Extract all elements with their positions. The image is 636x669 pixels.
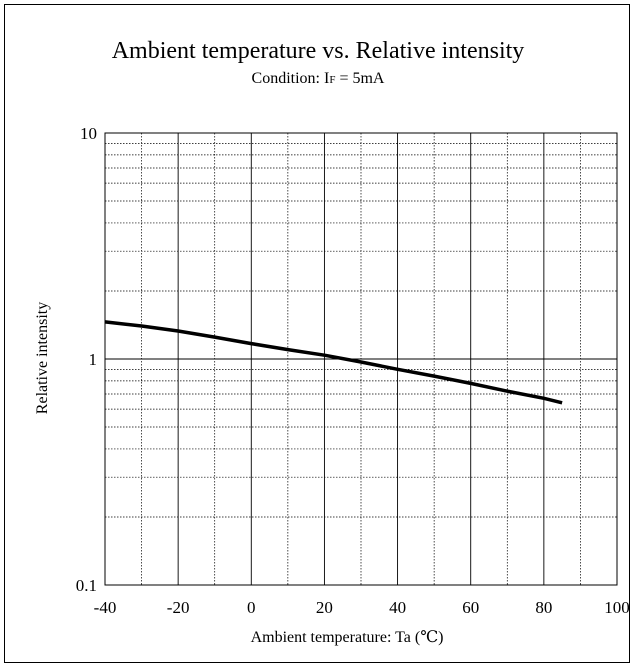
x-tick-label: -20 — [167, 598, 190, 617]
chart-subtitle: Condition: IF = 5mA — [252, 70, 385, 87]
y-axis-label: Relative intensity — [34, 302, 51, 414]
plot-area-border — [104, 132, 618, 586]
x-axis-tick-labels: -40 -20 0 20 40 60 80 100 — [94, 598, 630, 617]
x-tick-label: 80 — [535, 598, 552, 617]
grid-major — [105, 133, 617, 585]
y-tick-label: 10 — [80, 124, 97, 143]
y-tick-label: 1 — [89, 350, 98, 369]
series-line-1 — [104, 320, 563, 405]
x-axis-label: Ambient temperature: Ta (℃) — [251, 629, 444, 646]
x-tick-label: 20 — [316, 598, 333, 617]
x-tick-label: 0 — [247, 598, 256, 617]
chart-title: Ambient temperature vs. Relative intensi… — [112, 38, 525, 64]
x-tick-label: -40 — [94, 598, 117, 617]
x-tick-label: 40 — [389, 598, 406, 617]
y-axis-tick-labels: 0.1 1 10 — [76, 124, 97, 595]
subtitle-prefix: Condition: I — [252, 70, 330, 87]
x-tick-label: 100 — [604, 598, 630, 617]
subtitle-subscript: F — [329, 74, 335, 86]
series-layer — [104, 320, 563, 405]
chart-frame — [4, 4, 630, 663]
y-tick-label: 0.1 — [76, 576, 97, 595]
subtitle-suffix: = 5mA — [335, 70, 384, 87]
x-tick-label: 60 — [462, 598, 479, 617]
